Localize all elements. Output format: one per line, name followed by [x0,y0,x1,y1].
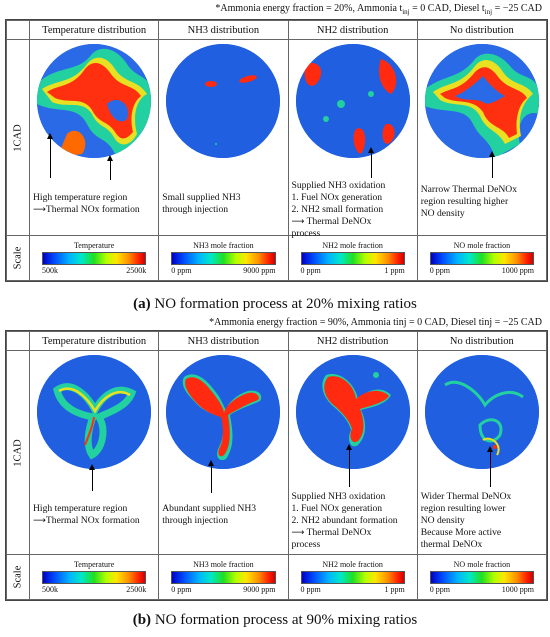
header-nh2: NH2 distribution [287,331,418,351]
figure-panel-a: Temperature distribution NH3 distributio… [5,19,548,282]
temperature-pointer-arrow-2 [107,155,113,180]
nh2-pointer-arrow [345,444,352,487]
colorbar [42,571,147,584]
nh3-description: Small supplied NH3 through injection [162,192,241,215]
temperature-scale: Temperature 500k 2500k [28,235,160,281]
condition-note-b: *Ammonia energy fraction = 90%, Ammonia … [209,317,542,328]
temperature-description: High temperature region ⟶Thermal NOx for… [33,192,140,215]
no-scale: NO mole fraction 0 ppm 1000 ppm [416,554,548,600]
header-no: No distribution [416,20,548,40]
nh2-description: Supplied NH3 oxidation 1. Fuel NOx gener… [291,491,398,550]
right-arrow-icon: ⟶ [33,516,46,526]
nh3-description: Abundant supplied NH3 through injection [162,503,257,526]
colorbar [171,252,276,265]
nh3-contour-image [166,355,281,469]
nh2-contour-image [295,44,410,158]
figure-panel-b: Temperature distribution NH3 distributio… [5,330,548,601]
no-cell: Wider Thermal DeNOx region resulting low… [416,350,548,555]
header-no: No distribution [416,331,548,351]
condition-note-a: *Ammonia energy fraction = 20%, Ammonia … [215,3,542,16]
nh3-cell: Small supplied NH3 through injection [158,39,289,236]
colorbar [171,571,276,584]
colorbar [42,252,147,265]
no-contour-image [424,44,539,158]
no-description: Wider Thermal DeNOx region resulting low… [420,491,512,550]
nh2-scale: NH2 mole fraction 0 ppm 1 ppm [287,554,418,600]
header-temperature: Temperature distribution [28,331,160,351]
colorbar [300,252,405,265]
nh2-cell: Supplied NH3 oxidation 1. Fuel NOx gener… [287,39,418,239]
scale-row-label: Scale [6,235,30,281]
temperature-scale: Temperature 500k 2500k [28,554,160,600]
colorbar [429,571,534,584]
header-temperature: Temperature distribution [28,20,160,40]
nh2-cell: Supplied NH3 oxidation 1. Fuel NOx gener… [287,350,418,555]
nh3-scale: NH3 mole fraction 0 ppm 9000 ppm [158,554,289,600]
nh2-pointer-arrow [367,147,374,178]
no-pointer-arrow [488,151,495,178]
nh2-description: Supplied NH3 oxidation 1. Fuel NOx gener… [291,180,386,239]
nh2-contour-image [295,355,410,469]
no-pointer-arrow [486,446,493,487]
nh3-pointer-arrow [208,460,215,493]
temperature-pointer-arrow [47,133,53,178]
no-cell: Narrow Thermal DeNOx region resulting hi… [416,39,548,236]
right-arrow-icon: ⟶ [291,528,305,538]
temperature-description: High temperature region ⟶Thermal NOx for… [33,503,140,526]
right-arrow-icon: ⟶ [291,217,305,227]
right-arrow-icon: ⟶ [33,205,46,215]
temperature-cell: High temperature region ⟶Thermal NOx for… [28,39,160,236]
corner-cell [6,20,30,40]
temperature-contour-image [37,44,152,158]
nh3-cell: Abundant supplied NH3 through injection [158,350,289,555]
nh3-scale: NH3 mole fraction 0 ppm 9000 ppm [158,235,289,281]
scale-row-label: Scale [6,554,30,600]
header-nh2: NH2 distribution [287,20,418,40]
nh3-contour-image [166,44,281,158]
colorbar [429,252,534,265]
corner-cell [6,331,30,351]
temperature-contour-image [37,355,152,469]
header-nh3: NH3 distribution [158,20,289,40]
no-scale: NO mole fraction 0 ppm 1000 ppm [416,235,548,281]
row-label: 1CAD [6,350,30,555]
temperature-cell: High temperature region ⟶Thermal NOx for… [28,350,160,555]
nh2-scale: NH2 mole fraction 0 ppm 1 ppm [287,235,418,281]
caption-a: (a) NO formation process at 20% mixing r… [133,296,417,312]
caption-b: (b) NO formation process at 90% mixing r… [132,612,418,628]
temperature-pointer-arrow [89,464,95,491]
no-contour-image [424,355,539,469]
no-description: Narrow Thermal DeNOx region resulting hi… [420,184,518,219]
row-label: 1CAD [6,39,30,236]
header-nh3: NH3 distribution [158,331,289,351]
colorbar [300,571,405,584]
